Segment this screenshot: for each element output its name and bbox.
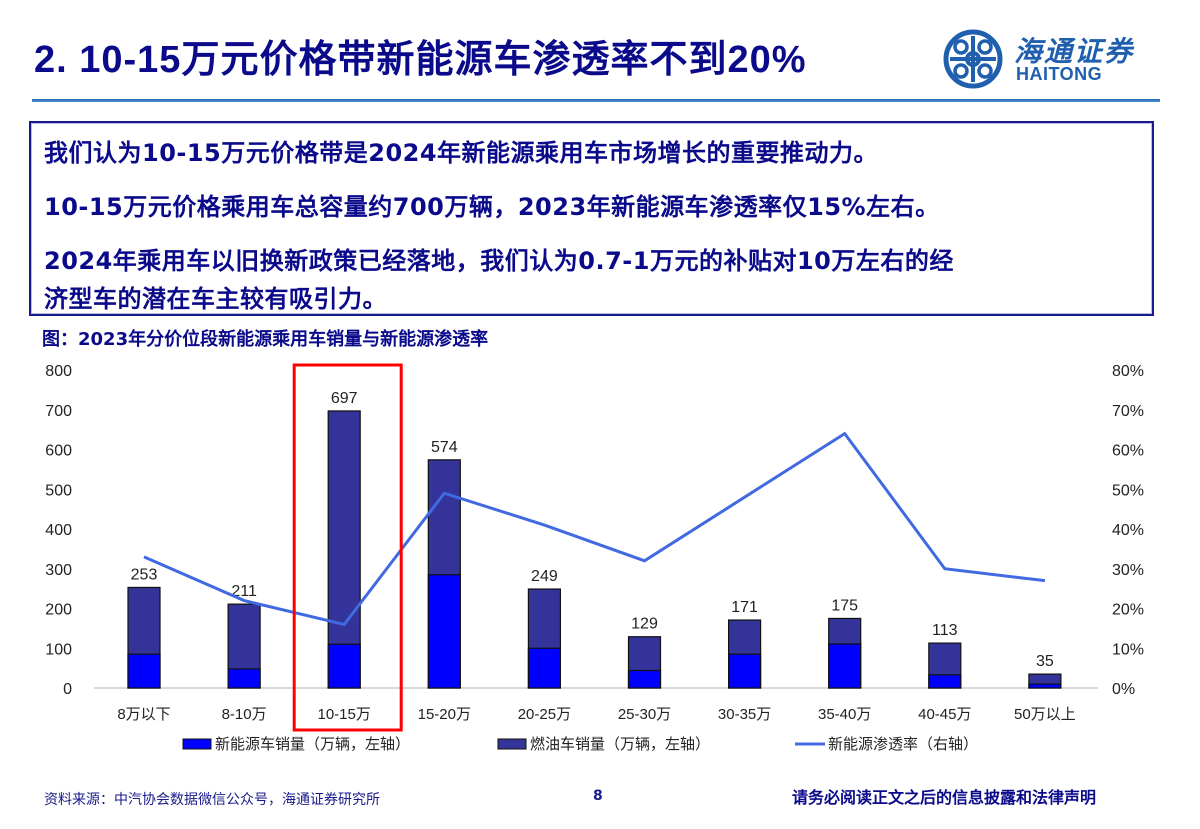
category-label: 35-40万 (818, 706, 871, 723)
left-axis-tick: 600 (45, 443, 72, 460)
right-axis-tick: 30% (1112, 562, 1144, 579)
left-axis-tick: 800 (45, 363, 72, 380)
bar-total-label: 113 (932, 622, 958, 639)
category-label: 15-20万 (418, 706, 471, 723)
left-axis-tick: 0 (63, 681, 72, 698)
category-label: 50万以上 (1014, 706, 1076, 723)
summary-line: 济型车的潜在车主较有吸引力。 (44, 285, 387, 313)
combo-chart: 0 100 200 300 400 500 600 700 800 0% 10% 20% 30% 40% 5… (45, 363, 1144, 753)
nev-bar (1028, 683, 1062, 689)
right-axis-tick: 80% (1112, 363, 1144, 380)
category-label: 40-45万 (918, 706, 971, 723)
legend-swatch-ice (497, 738, 527, 750)
right-axis-tick: 50% (1112, 482, 1144, 499)
bar-total-label: 211 (231, 583, 257, 600)
category-label: 20-25万 (518, 706, 571, 723)
highlight-box (292, 363, 403, 732)
bar-total-label: 175 (831, 597, 858, 614)
bar-total-label: 253 (131, 566, 158, 583)
category-label: 8万以下 (117, 706, 170, 723)
nev-bar (227, 668, 261, 689)
nev-bar (727, 653, 762, 689)
bar-total-label: 171 (731, 599, 758, 616)
figure-caption: 图：2023年分价位段新能源乘用车销量与新能源渗透率 (42, 329, 489, 350)
right-axis-tick: 20% (1112, 602, 1144, 619)
bar-total-label: 249 (531, 568, 558, 585)
left-axis-tick: 700 (45, 403, 72, 420)
legend-label-ice: 燃油车销量（万辆，左轴） (530, 735, 710, 753)
left-axis-tick: 300 (45, 562, 72, 579)
left-axis-tick: 400 (45, 522, 72, 539)
haitong-logo: 海通证券 HAITONG (942, 28, 1152, 90)
nev-bar (127, 653, 161, 689)
summary-line: 10-15万元价格乘用车总容量约700万辆，2023年新能源车渗透率仅15%左右… (44, 193, 940, 221)
logo-text-en: HAITONG (1016, 64, 1103, 84)
title-divider (32, 99, 1160, 102)
summary-line: 2024年乘用车以旧换新政策已经落地，我们认为0.7-1万元的补贴对10万左右的… (44, 247, 954, 275)
right-axis-tick: 0% (1112, 681, 1135, 698)
nev-bar (627, 669, 662, 689)
bar-total-label: 129 (631, 616, 658, 633)
penetration-line (143, 431, 1046, 627)
category-label: 10-15万 (318, 706, 371, 723)
page-title: 2. 10-15万元价格带新能源车渗透率不到20% (34, 39, 807, 81)
summary-box: 我们认为10-15万元价格带是2024年新能源乘用车市场增长的重要推动力。 10… (29, 121, 1154, 316)
nev-bar (928, 674, 962, 689)
nev-bar (327, 643, 361, 689)
legend-swatch-nev (182, 738, 212, 750)
bar-total-label: 697 (331, 390, 358, 407)
nev-bar (828, 643, 862, 689)
ice-bar (327, 410, 361, 689)
nev-bar (527, 647, 562, 689)
nev-bar (427, 574, 461, 689)
bar-total-label: 35 (1036, 653, 1054, 670)
right-axis-tick: 70% (1112, 403, 1144, 420)
haitong-knot-icon (943, 29, 1003, 89)
legend-label-penetration: 新能源渗透率（右轴） (828, 735, 978, 753)
category-label: 8-10万 (222, 706, 267, 723)
right-axis-tick: 10% (1112, 641, 1144, 658)
left-axis-tick: 100 (45, 641, 72, 658)
bar-total-label: 574 (431, 439, 458, 456)
left-axis-tick: 500 (45, 482, 72, 499)
page-number: 8 (593, 788, 603, 804)
source-note: 资料来源：中汽协会数据微信公众号，海通证券研究所 (44, 792, 380, 808)
right-axis-tick: 60% (1112, 443, 1144, 460)
category-label: 30-35万 (718, 706, 771, 723)
logo-text-cn: 海通证券 (1014, 35, 1135, 68)
legend-label-nev: 新能源车销量（万辆，左轴） (215, 735, 410, 753)
summary-line: 我们认为10-15万元价格带是2024年新能源乘用车市场增长的重要推动力。 (44, 139, 879, 167)
left-axis-tick: 200 (45, 602, 72, 619)
category-label: 25-30万 (618, 706, 671, 723)
disclaimer: 请务必阅读正文之后的信息披露和法律声明 (792, 788, 1097, 807)
right-axis-tick: 40% (1112, 522, 1144, 539)
